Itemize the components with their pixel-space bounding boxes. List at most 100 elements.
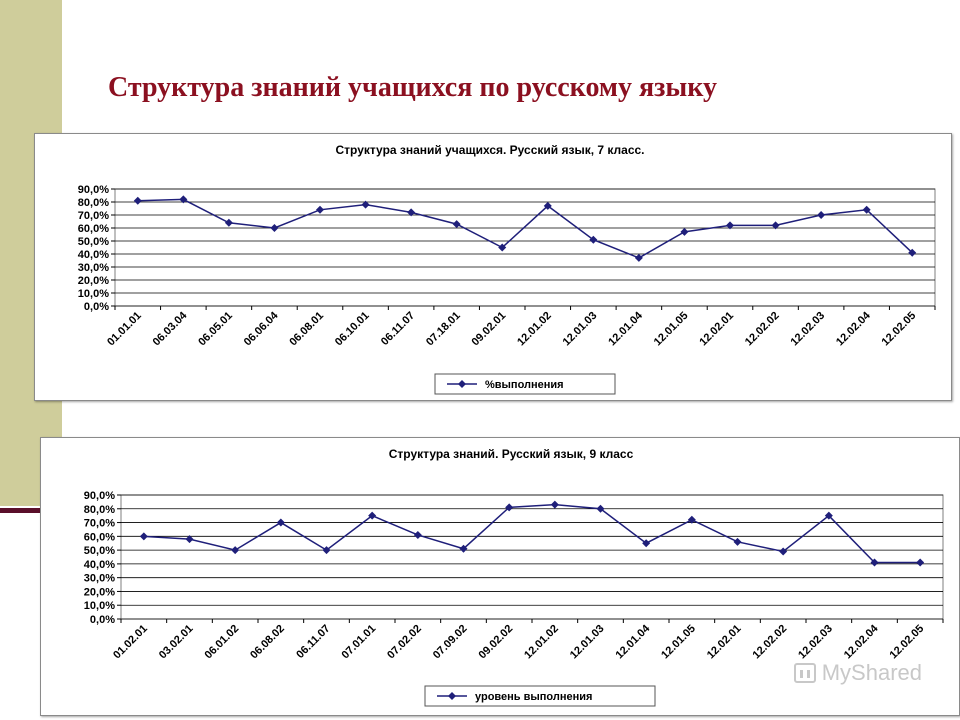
y-tick-label: 30,0%	[84, 573, 115, 585]
x-tick-label: 06.10.01	[333, 310, 372, 349]
x-tick-label: 12.02.03	[788, 310, 827, 349]
data-point	[505, 503, 514, 512]
data-point	[139, 532, 148, 541]
x-tick-label: 12.02.02	[751, 623, 790, 662]
data-point	[361, 200, 370, 209]
watermark: MyShared	[793, 660, 922, 686]
data-point	[862, 205, 871, 214]
data-point	[642, 539, 651, 548]
x-tick-label: 03.02.01	[157, 623, 196, 662]
y-tick-label: 80,0%	[78, 197, 109, 209]
x-tick-label: 12.01.02	[522, 623, 561, 662]
y-tick-label: 70,0%	[84, 518, 115, 530]
data-point	[916, 558, 925, 567]
data-point	[133, 196, 142, 205]
x-tick-label: 12.01.02	[515, 310, 554, 349]
x-tick-label: 06.05.01	[196, 310, 235, 349]
data-point	[550, 500, 559, 509]
data-point	[179, 195, 188, 204]
x-tick-label: 12.02.05	[888, 623, 927, 662]
data-point	[543, 201, 552, 210]
data-point	[276, 518, 285, 527]
data-point	[452, 220, 461, 229]
x-tick-label: 01.02.01	[111, 623, 150, 662]
y-tick-label: 50,0%	[78, 236, 109, 248]
data-point	[270, 224, 279, 232]
x-tick-label: 06.11.07	[379, 310, 417, 348]
y-tick-label: 0,0%	[84, 301, 109, 313]
x-tick-label: 06.11.07	[294, 623, 332, 661]
left-decor-line	[0, 508, 50, 513]
y-tick-label: 10,0%	[78, 288, 109, 300]
myshared-logo-icon	[793, 663, 816, 683]
x-tick-label: 07.01.01	[340, 623, 379, 662]
y-tick-label: 30,0%	[78, 262, 109, 274]
chart-grade-9-svg: Структура знаний. Русский язык, 9 класс 0…	[84, 447, 944, 707]
chart-grade-7-svg: Структура знаний учащихся. Русский язык,…	[78, 143, 936, 395]
data-point	[322, 546, 331, 555]
chart-grade-9: Структура знаний. Русский язык, 9 класс 0…	[40, 437, 960, 716]
x-tick-label: 12.01.03	[568, 623, 607, 662]
x-tick-label: 07.18.01	[424, 310, 463, 349]
data-point	[459, 544, 468, 553]
x-tick-label: 06.08.02	[248, 623, 287, 662]
y-tick-label: 40,0%	[84, 559, 115, 571]
data-point	[185, 535, 194, 544]
x-tick-label: 12.02.01	[697, 310, 736, 349]
x-tick-label: 07.09.02	[431, 623, 470, 662]
data-point	[771, 221, 780, 230]
legend-box	[434, 373, 616, 395]
y-tick-label: 20,0%	[78, 275, 109, 287]
data-point	[726, 221, 734, 230]
plot-area	[114, 188, 936, 307]
y-tick-label: 90,0%	[84, 490, 115, 502]
data-point	[407, 208, 416, 217]
legend-label: %выполнения	[485, 379, 564, 391]
data-point	[368, 511, 377, 520]
x-tick-label: 12.01.04	[606, 309, 645, 348]
y-tick-label: 90,0%	[78, 184, 109, 196]
y-tick-label: 60,0%	[78, 223, 109, 235]
y-tick-label: 20,0%	[84, 586, 115, 598]
x-tick-label: 12.02.05	[880, 310, 919, 349]
data-point	[596, 504, 605, 513]
chart-title: Структура знаний учащихся. Русский язык,…	[335, 143, 644, 157]
y-tick-label: 70,0%	[78, 210, 109, 222]
legend-label: уровень выполнения	[475, 691, 592, 703]
y-tick-label: 60,0%	[84, 531, 115, 543]
series-line	[143, 503, 921, 564]
x-tick-label: 06.06.04	[242, 309, 281, 348]
x-tick-label: 12.02.04	[834, 309, 873, 348]
x-tick-label: 06.01.02	[203, 623, 242, 662]
y-tick-label: 10,0%	[84, 600, 115, 612]
slide-title: Структура знаний учащихся по русскому яз…	[108, 72, 717, 103]
data-point	[634, 253, 643, 262]
chart-title: Структура знаний. Русский язык, 9 класс	[389, 447, 634, 461]
x-tick-label: 06.03.04	[151, 309, 190, 348]
data-point	[824, 511, 833, 520]
x-tick-label: 12.01.05	[652, 310, 691, 349]
x-tick-label: 09.02.01	[470, 310, 509, 349]
data-point	[316, 205, 324, 214]
data-point	[733, 537, 742, 546]
data-point	[817, 211, 826, 219]
watermark-text: MyShared	[821, 660, 922, 685]
plot-area	[120, 494, 944, 620]
y-tick-label: 80,0%	[84, 504, 115, 516]
x-tick-label: 12.02.02	[743, 310, 782, 349]
legend-marker	[458, 380, 466, 388]
data-point	[498, 243, 507, 252]
data-point	[870, 558, 879, 567]
y-tick-label: 40,0%	[78, 249, 109, 261]
data-point	[687, 515, 696, 524]
x-tick-label: 06.08.01	[287, 310, 326, 349]
data-point	[680, 227, 689, 236]
y-tick-label: 50,0%	[84, 545, 115, 557]
data-point	[589, 235, 598, 244]
x-tick-label: 07.02.02	[385, 623, 424, 662]
x-tick-label: 12.01.04	[614, 622, 653, 661]
x-tick-label: 12.01.05	[659, 623, 698, 662]
data-point	[413, 530, 422, 539]
legend-box	[424, 685, 656, 707]
series-line	[137, 198, 913, 259]
